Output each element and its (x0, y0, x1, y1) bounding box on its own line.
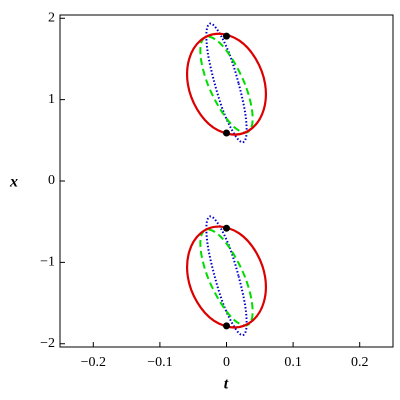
point (223, 32, 230, 40)
x-axis-label: t (224, 376, 229, 393)
y-tick-label: −1 (40, 255, 55, 270)
plot-frame (59, 14, 394, 348)
y-tick-label: 2 (48, 10, 55, 25)
curve (199, 228, 254, 327)
y-tick-label: 0 (48, 173, 55, 188)
point (223, 129, 230, 137)
x-tick-label: −0.2 (81, 355, 106, 370)
curve (199, 35, 254, 134)
point (223, 322, 230, 330)
y-axis-label: x (9, 174, 18, 191)
y-tick-label: 1 (48, 92, 55, 107)
x-tick-label: 0.2 (351, 355, 369, 370)
y-tick-label: −2 (40, 336, 55, 351)
curve (186, 32, 267, 136)
x-tick-label: 0 (223, 355, 230, 370)
x-tick-label: 0.1 (284, 355, 302, 370)
point (223, 224, 230, 232)
x-tick-label: −0.1 (147, 355, 172, 370)
curve (186, 225, 267, 329)
